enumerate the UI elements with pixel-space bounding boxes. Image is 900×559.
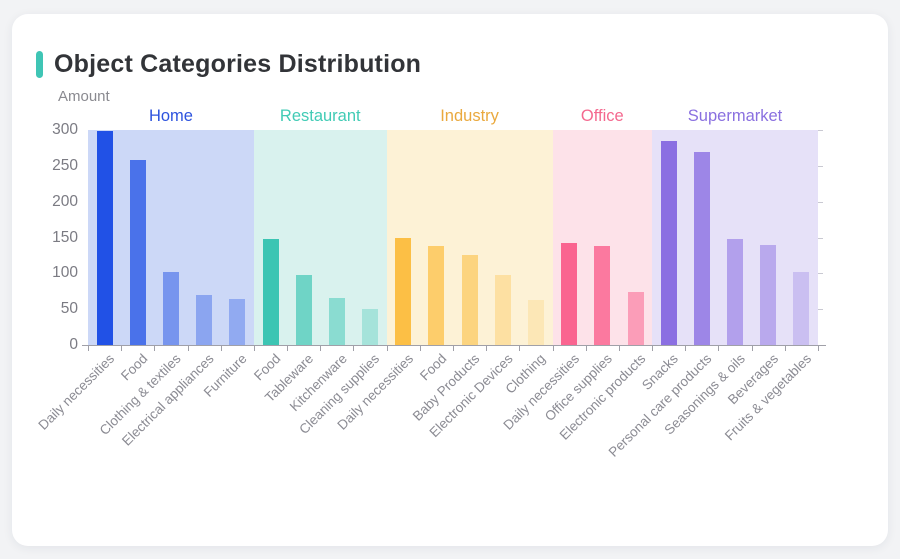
y-tick-label: 50 <box>60 300 78 318</box>
group-label-office: Office <box>580 107 624 125</box>
bar-home-daily-necessities[interactable] <box>96 131 113 345</box>
bar-industry-clothing[interactable] <box>527 299 544 345</box>
x-axis-tick <box>618 346 620 351</box>
y-tick-label: 250 <box>52 156 78 174</box>
bar-supermarket-snacks[interactable] <box>660 141 677 345</box>
group-label-restaurant: Restaurant <box>279 107 361 125</box>
chart-title: Object Categories Distribution <box>54 50 422 78</box>
group-label-supermarket: Supermarket <box>687 107 783 125</box>
bar-supermarket-fruits-vegetables[interactable] <box>793 271 810 345</box>
bar-restaurant-kitchenware[interactable] <box>328 298 345 345</box>
bar-industry-daily-necessities[interactable] <box>395 237 412 345</box>
bar-home-food[interactable] <box>129 160 146 345</box>
chart-card: Object Categories Distribution Amount Ho… <box>12 14 888 546</box>
x-axis-tick <box>253 346 255 351</box>
y-tick-label: 100 <box>52 264 78 282</box>
bar-office-office-supplies[interactable] <box>594 246 611 345</box>
x-axis-tick <box>751 346 753 351</box>
group-label-industry: Industry <box>440 107 499 125</box>
bar-industry-electronic-devices[interactable] <box>494 274 511 345</box>
x-axis-tick <box>320 346 322 351</box>
y-tick-label: 150 <box>52 228 78 246</box>
right-axis-tick <box>818 165 823 167</box>
x-axis-tick <box>353 346 355 351</box>
x-axis-tick <box>287 346 289 351</box>
bar-supermarket-personal-care-products[interactable] <box>693 151 710 345</box>
group-label-home: Home <box>148 107 193 125</box>
y-tick-label: 200 <box>52 192 78 210</box>
x-axis-tick <box>486 346 488 351</box>
bar-home-furniture[interactable] <box>229 299 246 345</box>
right-axis-tick <box>818 201 823 203</box>
bar-office-daily-necessities[interactable] <box>561 243 578 345</box>
x-axis-tick <box>88 346 89 351</box>
bar-industry-food[interactable] <box>428 246 445 345</box>
x-axis-tick <box>386 346 388 351</box>
x-axis-tick <box>685 346 687 351</box>
bar-chart: Home Restaurant Industry Office Supermarket D… <box>12 14 888 546</box>
bar-supermarket-beverages[interactable] <box>760 244 777 345</box>
x-axis-tick <box>818 346 819 351</box>
bar-home-electrical-appliances[interactable] <box>196 294 213 345</box>
x-axis-tick <box>419 346 421 351</box>
bar-industry-baby-products[interactable] <box>461 255 478 345</box>
x-axis-tick <box>187 346 189 351</box>
y-tick-label: 0 <box>69 336 78 353</box>
right-axis-tick <box>818 130 823 131</box>
bar-supermarket-seasonings-oils[interactable] <box>727 238 744 345</box>
y-tick-label: 300 <box>52 121 78 138</box>
x-axis-tick <box>585 346 587 351</box>
right-axis-tick <box>818 237 823 239</box>
bar-office-electronic-products[interactable] <box>627 291 644 345</box>
bar-restaurant-cleaning-supplies[interactable] <box>362 309 379 345</box>
title-accent-bar <box>36 51 43 78</box>
x-axis-tick <box>220 346 222 351</box>
right-axis-tick <box>818 309 823 311</box>
right-axis-tick <box>818 273 823 275</box>
x-axis-tick <box>784 346 786 351</box>
x-axis-tick <box>519 346 521 351</box>
bar-restaurant-food[interactable] <box>262 238 279 345</box>
y-axis-name: Amount <box>58 88 110 105</box>
x-axis-tick <box>121 346 123 351</box>
x-axis-tick <box>552 346 554 351</box>
bar-home-clothing-textiles[interactable] <box>162 271 179 345</box>
x-axis-tick <box>718 346 720 351</box>
x-axis-tick <box>154 346 156 351</box>
bar-restaurant-tableware[interactable] <box>295 275 312 345</box>
x-axis-tick <box>453 346 454 351</box>
x-axis-line <box>82 345 826 346</box>
x-axis-tick <box>652 346 654 351</box>
